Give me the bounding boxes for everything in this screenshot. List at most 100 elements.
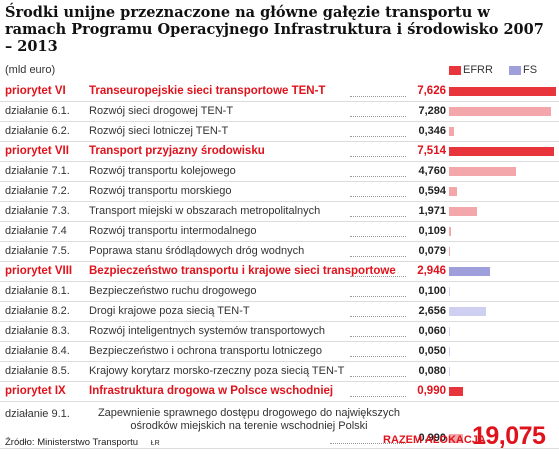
- row-label: Infrastruktura drogowa w Polsce wschodni…: [89, 385, 334, 397]
- bar-efrr: [449, 387, 463, 396]
- row-label: Transport przyjazny środowisku: [89, 145, 265, 157]
- data-label: 0,060: [418, 325, 446, 337]
- leader-dots: [350, 336, 406, 337]
- leader-dots: [350, 216, 406, 217]
- bar-fs: [449, 307, 486, 316]
- author-initials: ŁR: [150, 440, 160, 447]
- leader-dots: [350, 156, 406, 157]
- leader-dots: [350, 376, 406, 377]
- bar-efrr: [449, 207, 477, 216]
- row-code: priorytet VII: [5, 145, 69, 157]
- bar-fs: [449, 347, 450, 356]
- row-label: Bezpieczeństwo transportu i krajowe siec…: [89, 265, 396, 277]
- bar-efrr: [449, 434, 463, 443]
- data-label: 0,990: [418, 432, 446, 444]
- legend-fs-swatch: [509, 65, 521, 75]
- row-code: priorytet VI: [5, 85, 66, 97]
- row-label: Transport miejski w obszarach metropolit…: [89, 205, 321, 217]
- action-row: działanie 6.2. Rozwój sieci lotniczej TEN…: [0, 122, 559, 142]
- row-label: Poprawa stanu śródlądowych dróg wodnych: [89, 245, 305, 257]
- leader-dots: [350, 196, 406, 197]
- row-code: działanie 7.5.: [5, 245, 70, 257]
- data-label: 1,971: [418, 205, 446, 217]
- data-label: 0,079: [418, 245, 446, 257]
- row-code: priorytet VIII: [5, 265, 73, 277]
- bar-fs: [449, 367, 450, 376]
- legend-efrr: EFRR: [449, 64, 493, 76]
- bar-efrr: [449, 227, 451, 236]
- action-row: działanie 7.4 Rozwój transportu intermoda…: [0, 222, 559, 242]
- action-row: działanie 7.3. Transport miejski w obszar…: [0, 202, 559, 222]
- row-label: Transeuropejskie sieci transportowe TEN-…: [89, 85, 326, 97]
- row-label: Rozwój sieci lotniczej TEN-T: [89, 125, 229, 137]
- bar-efrr: [449, 87, 556, 96]
- action-row: działanie 7.5. Poprawa stanu śródlądowych…: [0, 242, 559, 262]
- bar-efrr: [449, 107, 551, 116]
- row-code: działanie 8.2.: [5, 305, 70, 317]
- leader-dots: [350, 236, 406, 237]
- chart-title: Środki unijne przeznaczone na główne gał…: [5, 4, 544, 55]
- row-code: działanie 8.4.: [5, 345, 70, 357]
- leader-dots: [350, 356, 406, 357]
- bar-efrr: [449, 147, 554, 156]
- total-label: RAZEM ALOKACJA: [383, 434, 486, 446]
- leader-dots: [350, 136, 406, 137]
- action-row: działanie 9.1. Zapewnienie sprawnego dost…: [0, 402, 559, 449]
- priority-row: priorytet VIII Bezpieczeństwo transportu …: [0, 262, 559, 282]
- chart-rows: priorytet VI Transeuropejskie sieci trans…: [0, 82, 559, 449]
- row-label: Bezpieczeństwo ruchu drogowego: [89, 285, 257, 297]
- row-code: działanie 9.1.: [5, 408, 70, 420]
- unit-label: (mld euro): [5, 64, 56, 76]
- row-label: Drogi krajowe poza siecią TEN-T: [89, 305, 250, 317]
- legend-efrr-swatch: [449, 65, 461, 75]
- leader-dots: [350, 256, 406, 257]
- row-label: Zapewnienie sprawnego dostępu drogowego …: [97, 407, 401, 432]
- bar-efrr: [449, 187, 457, 196]
- leader-dots: [350, 116, 406, 117]
- data-label: 0,050: [418, 345, 446, 357]
- row-code: działanie 7.3.: [5, 205, 70, 217]
- row-code: działanie 8.3.: [5, 325, 70, 337]
- data-label: 0,346: [418, 125, 446, 137]
- row-code: działanie 7.2.: [5, 185, 70, 197]
- data-label: 2,656: [418, 305, 446, 317]
- data-label: 4,760: [418, 165, 446, 177]
- source-text: Źródło: Ministerstwo Transportu: [5, 437, 139, 448]
- row-code: działanie 7.4: [5, 225, 67, 237]
- action-row: działanie 8.2. Drogi krajowe poza siecią …: [0, 302, 559, 322]
- row-code: priorytet IX: [5, 385, 66, 397]
- bar-fs: [449, 267, 490, 276]
- leader-dots: [330, 443, 406, 444]
- row-code: działanie 8.1.: [5, 285, 70, 297]
- leader-dots: [350, 276, 406, 277]
- data-label: 2,946: [417, 265, 446, 277]
- leader-dots: [350, 296, 406, 297]
- bar-efrr: [449, 247, 450, 256]
- row-label: Rozwój inteligentnych systemów transport…: [89, 325, 325, 337]
- action-row: działanie 8.4. Bezpieczeństwo i ochrona t…: [0, 342, 559, 362]
- data-label: 7,280: [418, 105, 446, 117]
- row-label: Bezpieczeństwo i ochrona transportu lotn…: [89, 345, 322, 357]
- data-label: 0,990: [417, 385, 446, 397]
- row-label: Krajowy korytarz morsko-rzeczny poza sie…: [89, 365, 345, 377]
- data-label: 7,626: [417, 85, 446, 97]
- action-row: działanie 7.1. Rozwój transportu kolejowe…: [0, 162, 559, 182]
- row-code: działanie 7.1.: [5, 165, 70, 177]
- row-code: działanie 6.1.: [5, 105, 70, 117]
- leader-dots: [350, 176, 406, 177]
- action-row: działanie 8.3. Rozwój inteligentnych syst…: [0, 322, 559, 342]
- total-value: 19,075: [472, 422, 546, 450]
- bar-efrr: [449, 167, 516, 176]
- data-label: 0,100: [418, 285, 446, 297]
- bar-fs: [449, 287, 450, 296]
- data-label: 0,594: [418, 185, 446, 197]
- row-label: Rozwój transportu kolejowego: [89, 165, 236, 177]
- row-label: Rozwój transportu morskiego: [89, 185, 232, 197]
- priority-row: priorytet IX Infrastruktura drogowa w Pol…: [0, 382, 559, 402]
- legend-fs: FS: [509, 64, 537, 76]
- action-row: działanie 8.5. Krajowy korytarz morsko-rz…: [0, 362, 559, 382]
- legend-fs-label: FS: [523, 64, 538, 76]
- data-label: 0,080: [418, 365, 446, 377]
- data-label: 7,514: [417, 145, 446, 157]
- action-row: działanie 8.1. Bezpieczeństwo ruchu drogo…: [0, 282, 559, 302]
